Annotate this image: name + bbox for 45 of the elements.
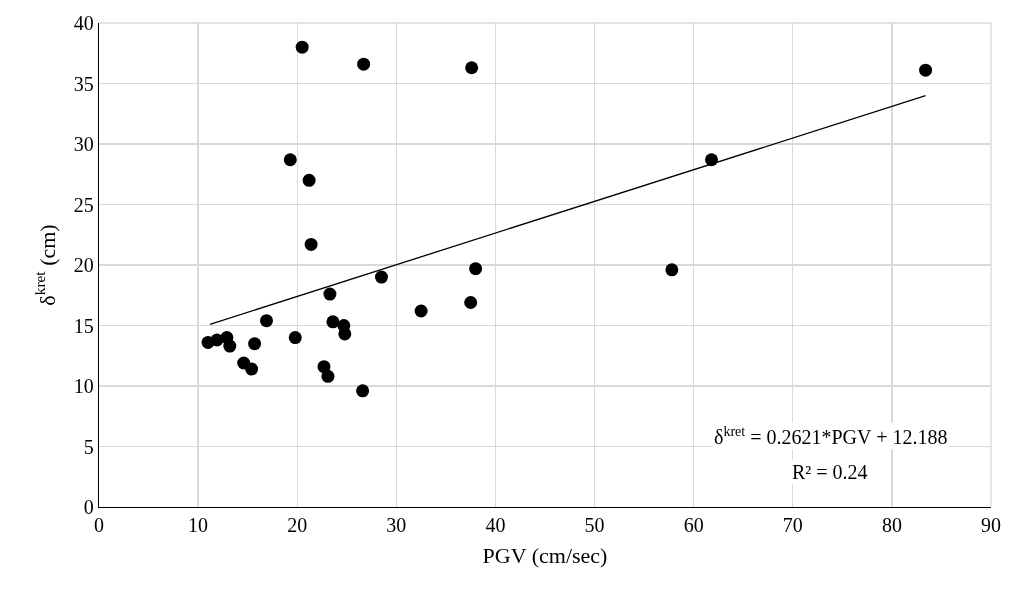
- point: [338, 327, 352, 341]
- annotation: δ$^{kret}$ = 0.2621*PGV + 12.188: [714, 424, 948, 449]
- point: [288, 331, 302, 345]
- x-tick-label: 10: [188, 514, 209, 537]
- x-tick-label: 40: [485, 514, 506, 537]
- point: [356, 384, 370, 398]
- x-tick-label: 30: [386, 514, 407, 537]
- x-tick-label: 60: [683, 514, 704, 537]
- point: [323, 287, 337, 301]
- point: [260, 314, 273, 328]
- point: [705, 153, 719, 167]
- point: [665, 263, 679, 277]
- y-tick-label: 0: [83, 496, 94, 518]
- point: [465, 61, 479, 75]
- y-tick-label: 35: [73, 72, 94, 95]
- y-tick-label: 30: [73, 133, 94, 155]
- point: [302, 173, 316, 187]
- point: [295, 40, 309, 54]
- point: [357, 57, 371, 71]
- point: [326, 315, 340, 329]
- point: [317, 360, 331, 374]
- annotation: R² = 0.24: [792, 461, 868, 483]
- point: [464, 296, 478, 309]
- y-tick-label: 10: [73, 375, 94, 397]
- point: [321, 369, 335, 383]
- y-tick-label: 25: [73, 193, 94, 216]
- point: [374, 270, 388, 284]
- y-tick-label: 15: [73, 314, 94, 337]
- point: [414, 304, 428, 318]
- point: [469, 262, 483, 276]
- y-tick-label: 40: [73, 12, 94, 34]
- point: [283, 153, 297, 167]
- point: [248, 337, 262, 351]
- x-tick-label: 90: [981, 514, 1001, 537]
- point: [919, 63, 933, 77]
- x-tick-label: 50: [584, 514, 605, 537]
- y-tick-label: 20: [73, 254, 94, 276]
- x-tick-label: 20: [287, 514, 308, 537]
- x-tick-label: 70: [782, 514, 803, 537]
- point: [304, 237, 318, 251]
- point: [245, 362, 259, 376]
- x-axis-title: PGV (cm/sec): [482, 543, 608, 569]
- y-tick-label: 5: [83, 435, 94, 458]
- x-tick-label: 80: [881, 514, 902, 537]
- point: [223, 339, 237, 353]
